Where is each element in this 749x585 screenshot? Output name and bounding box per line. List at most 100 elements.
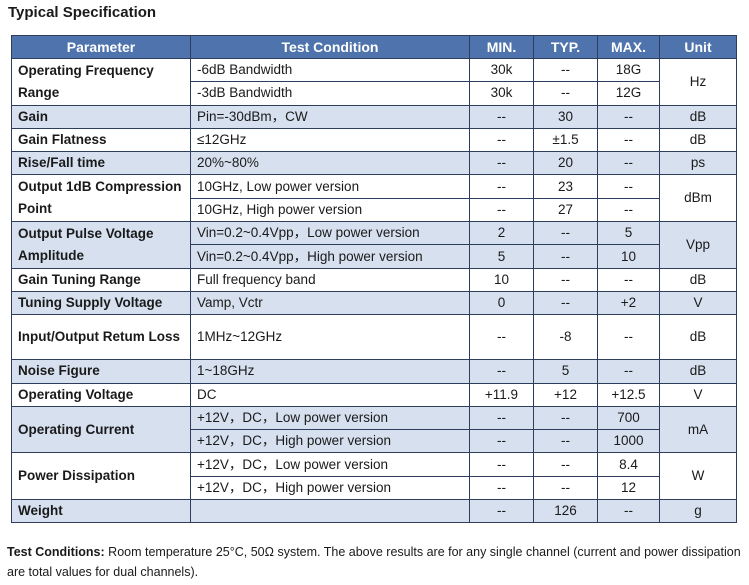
typ-cell: 27	[533, 197, 598, 223]
unit-cell: g	[659, 499, 737, 524]
table-row: -3dB Bandwidth 30k -- 12G	[12, 81, 737, 106]
table-row: Operating Frequency Range -6dB Bandwidth 3…	[11, 57, 737, 106]
typ-cell: --	[533, 475, 598, 501]
parameter-cell: Power Dissipation	[11, 452, 191, 501]
min-cell: --	[469, 127, 534, 153]
condition-cell	[190, 499, 470, 524]
table-row: Noise Figure 1~18GHz -- 5 -- dB	[11, 359, 737, 384]
max-cell: --	[597, 359, 660, 384]
spec-table: Parameter Test Condition MIN. TYP. MAX. …	[11, 35, 737, 524]
max-cell: 700	[597, 405, 660, 431]
max-cell: --	[597, 197, 660, 223]
parameter-cell: Operating Frequency Range	[11, 58, 191, 106]
parameter-cell: Input/Output Retum Loss	[11, 314, 191, 361]
unit-cell: V	[659, 290, 737, 316]
min-cell: --	[469, 104, 534, 129]
max-cell: --	[597, 104, 660, 129]
condition-cell: +12V，DC，Low power version	[190, 405, 470, 431]
parameter-cell: Weight	[11, 499, 191, 524]
max-cell: 8.4	[597, 452, 660, 477]
table-row: Rise/Fall time 20%~80% -- 20 -- ps	[11, 151, 737, 176]
condition-cell: 1~18GHz	[190, 359, 470, 384]
min-cell: --	[469, 174, 534, 199]
unit-cell: dBm	[659, 174, 737, 223]
max-cell: 18G	[597, 57, 660, 83]
min-cell: --	[469, 405, 534, 431]
table-body: Operating Frequency Range -6dB Bandwidth 3…	[11, 57, 737, 524]
condition-cell: 10GHz, High power version	[190, 197, 470, 223]
parameter-cell: Operating Current	[11, 405, 191, 454]
typ-cell: 23	[533, 174, 598, 199]
condition-cell: ≤12GHz	[190, 127, 470, 153]
header-typ: TYP.	[533, 35, 598, 59]
unit-cell: dB	[659, 267, 737, 292]
min-cell: --	[469, 314, 534, 361]
condition-cell: 10GHz, Low power version	[190, 174, 470, 199]
header-parameter: Parameter	[11, 35, 191, 59]
table-row: Gain Flatness ≤12GHz -- ±1.5 -- dB	[11, 127, 737, 153]
unit-cell: dB	[659, 104, 737, 129]
max-cell: --	[597, 267, 660, 292]
table-row: Tuning Supply Voltage Vamp, Vctr 0 -- +2 V	[11, 290, 737, 316]
typ-cell: --	[533, 81, 598, 106]
table-row: Weight -- 126 -- g	[11, 499, 737, 524]
typ-cell: +12	[533, 382, 598, 407]
condition-cell: Vin=0.2~0.4Vpp，Low power version	[190, 221, 470, 246]
condition-cell: Pin=-30dBm，CW	[190, 104, 470, 129]
condition-cell: +12V，DC，High power version	[190, 429, 470, 454]
unit-cell: dB	[659, 314, 737, 361]
max-cell: --	[597, 499, 660, 524]
condition-cell: 1MHz~12GHz	[190, 314, 470, 361]
min-cell: --	[469, 475, 534, 501]
min-cell: 2	[469, 221, 534, 246]
header-test-condition: Test Condition	[190, 35, 470, 59]
unit-cell: Hz	[659, 58, 737, 106]
max-cell: +2	[597, 290, 660, 316]
min-cell: 10	[469, 267, 534, 292]
typ-cell: --	[533, 57, 598, 83]
table-row: Operating Voltage DC +11.9 +12 +12.5 V	[11, 382, 737, 407]
typ-cell: 20	[533, 151, 598, 176]
max-cell: 12G	[597, 81, 660, 106]
min-cell: --	[469, 499, 534, 524]
min-cell: 0	[469, 290, 534, 316]
table-row: Vin=0.2~0.4Vpp，High power version 5 -- 10	[12, 244, 737, 269]
max-cell: +12.5	[597, 382, 660, 407]
parameter-cell: Operating Voltage	[11, 382, 191, 407]
typ-cell: --	[533, 405, 598, 431]
table-row: Input/Output Retum Loss 1MHz~12GHz -- -8 -- d…	[11, 314, 737, 361]
table-header-row: Parameter Test Condition MIN. TYP. MAX. …	[11, 35, 737, 59]
page-title: Typical Specification	[8, 4, 157, 21]
min-cell: 5	[469, 244, 534, 269]
typ-cell: --	[533, 267, 598, 292]
unit-cell: mA	[659, 405, 737, 454]
unit-cell: dB	[659, 127, 737, 153]
parameter-cell: Gain Tuning Range	[11, 267, 191, 292]
header-unit: Unit	[659, 35, 737, 59]
typ-cell: ±1.5	[533, 127, 598, 153]
unit-cell: ps	[659, 151, 737, 176]
max-cell: --	[597, 174, 660, 199]
min-cell: 30k	[469, 81, 534, 106]
min-cell: 30k	[469, 57, 534, 83]
typ-cell: 126	[533, 499, 598, 524]
typ-cell: 5	[533, 359, 598, 384]
condition-cell: Vamp, Vctr	[190, 290, 470, 316]
unit-cell: dB	[659, 359, 737, 384]
min-cell: --	[469, 359, 534, 384]
condition-cell: DC	[190, 382, 470, 407]
table-row: Gain Pin=-30dBm，CW -- 30 -- dB	[11, 104, 737, 129]
max-cell: --	[597, 151, 660, 176]
typ-cell: --	[533, 452, 598, 477]
typ-cell: 30	[533, 104, 598, 129]
unit-cell: Vpp	[659, 221, 737, 269]
max-cell: --	[597, 314, 660, 361]
parameter-cell: Noise Figure	[11, 359, 191, 384]
parameter-cell: Gain Flatness	[11, 127, 191, 153]
parameter-cell: Rise/Fall time	[11, 151, 191, 176]
max-cell: --	[597, 127, 660, 153]
max-cell: 5	[597, 221, 660, 246]
condition-cell: +12V，DC，Low power version	[190, 452, 470, 477]
unit-cell: W	[659, 452, 737, 501]
typ-cell: -8	[533, 314, 598, 361]
